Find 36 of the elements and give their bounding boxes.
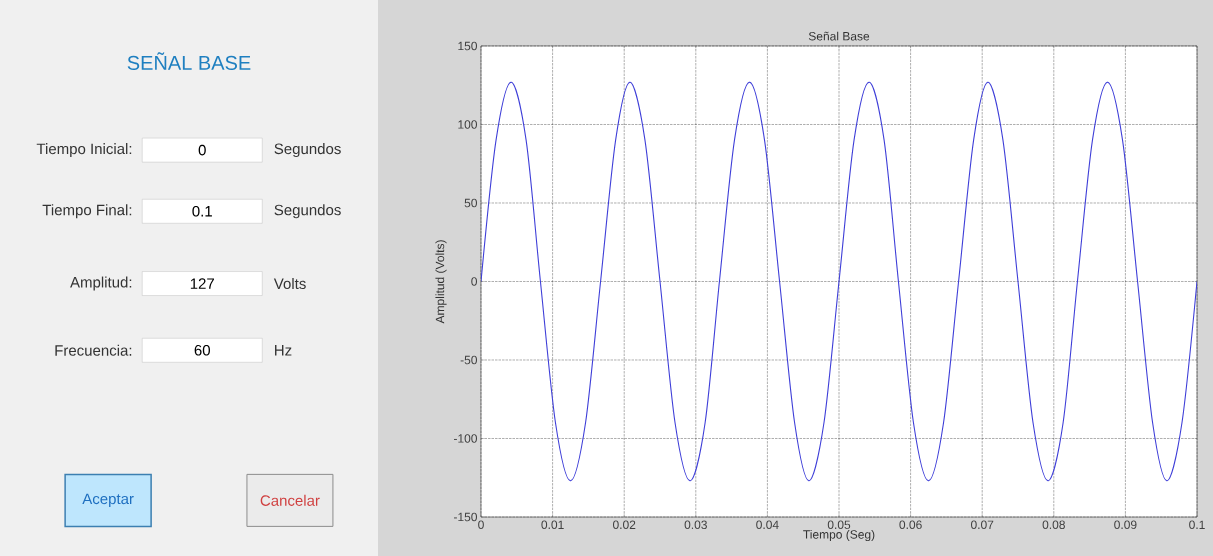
text: Tiempo Final: (42, 204, 132, 219)
y-tick-label: 0 (471, 277, 478, 286)
text: SEÑAL BASE (127, 52, 251, 71)
x-tick-label: 0.07 (970, 520, 994, 530)
text: Segundos (274, 143, 341, 158)
text: 127 (190, 278, 214, 289)
y-tick-label: 50 (464, 198, 478, 208)
text: Frecuencia: (55, 344, 132, 356)
line-series (481, 81, 1197, 482)
text: 0 (198, 144, 206, 156)
text: Tiempo Inicial: (36, 143, 132, 158)
y-tick-label: 150 (458, 41, 478, 51)
text: Amplitud: (70, 276, 132, 291)
text: 0.1 (192, 205, 212, 217)
x-tick-label: 0.03 (684, 520, 707, 530)
x-tick-label: 0.04 (756, 520, 779, 530)
x-tick-label: 0.06 (899, 520, 922, 530)
chart-title: Señal Base (808, 31, 870, 41)
x-tick-label: 0.05 (827, 520, 851, 530)
y-tick-label: 100 (458, 120, 478, 129)
x-tick-label: 0.1 (1189, 520, 1205, 530)
text: Aceptar (82, 493, 134, 508)
y-tick-label: -50 (460, 355, 478, 365)
x-tick-label: 0.01 (541, 520, 564, 530)
text: Cancelar (260, 494, 320, 506)
text: Hz (275, 345, 292, 356)
text: 60 (194, 344, 210, 356)
y-tick-label: -100 (453, 434, 478, 443)
x-tick-label: 0.02 (613, 520, 636, 530)
x-axis-title: Tiempo (Seg) (803, 529, 875, 542)
text: Segundos (274, 204, 341, 219)
text: Volts (273, 278, 306, 290)
x-tick-label: 0.08 (1042, 520, 1065, 530)
y-tick-label: -150 (453, 512, 478, 522)
y-axis-title: Amplitud (Volts) (435, 240, 447, 324)
x-tick-label: 0.09 (1114, 520, 1137, 530)
